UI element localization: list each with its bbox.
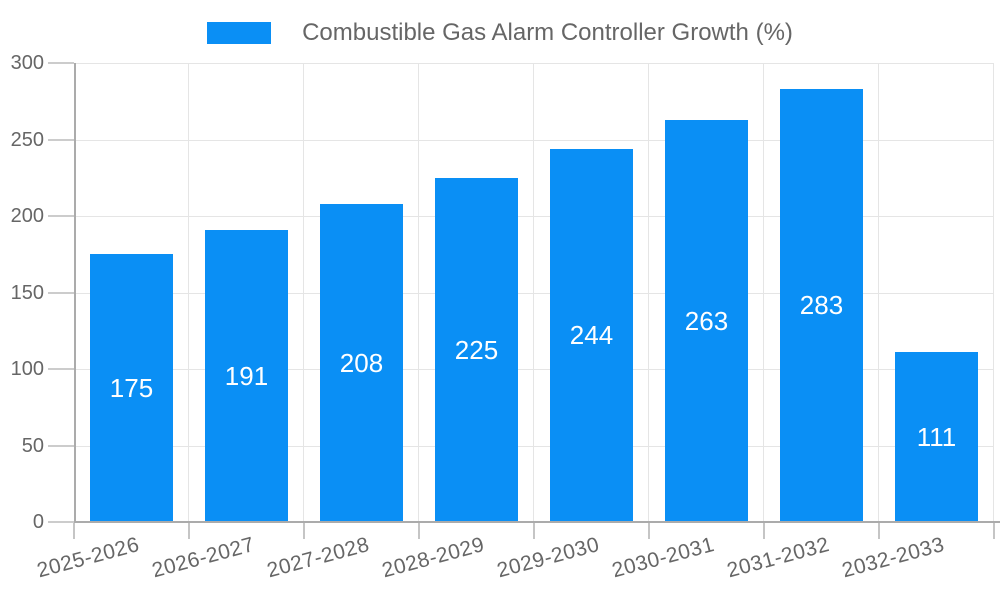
y-tick-label: 200 <box>10 205 44 227</box>
bar: 208 <box>320 204 403 522</box>
bar-value-label: 111 <box>916 421 957 452</box>
y-tick-label: 300 <box>10 52 44 74</box>
y-gridline <box>74 139 994 141</box>
x-tick-mark <box>303 523 305 539</box>
x-category-label: 2025-2026 <box>34 533 142 583</box>
bar-value-label: 191 <box>224 360 269 391</box>
y-gridline <box>74 292 994 294</box>
x-gridline <box>763 63 764 522</box>
y-tick-label: 50 <box>21 434 44 457</box>
y-tick-mark <box>48 215 74 217</box>
y-tick-mark <box>48 291 74 294</box>
bar-value-label: 283 <box>799 290 844 320</box>
x-gridline <box>533 63 534 522</box>
x-gridline <box>648 63 649 522</box>
x-category-label: 2028-2029 <box>379 533 487 583</box>
x-category-label: 2032-2033 <box>839 533 947 583</box>
y-gridline <box>74 216 994 217</box>
x-tick-mark <box>533 523 535 539</box>
bar: 244 <box>550 149 633 522</box>
x-tick-mark <box>188 523 190 539</box>
x-tick-mark <box>648 523 650 539</box>
legend-label: Combustible Gas Alarm Controller Growth … <box>302 19 793 46</box>
y-tick-mark <box>48 444 74 447</box>
bar-value-label: 175 <box>109 372 154 403</box>
x-category-label: 2027-2028 <box>264 533 372 583</box>
y-tick-label: 250 <box>10 128 44 151</box>
plot-area: 175 191 208 225 244 263 283 111 <box>74 63 994 523</box>
x-tick-mark <box>878 523 880 539</box>
x-tick-mark <box>418 523 420 539</box>
x-category-label: 2026-2027 <box>149 533 257 583</box>
bar: 175 <box>90 254 173 522</box>
x-category-label: 2031-2032 <box>724 533 832 583</box>
bar-value-label: 244 <box>569 320 614 350</box>
x-tick-mark <box>73 523 75 539</box>
x-gridline <box>993 63 994 522</box>
x-gridline <box>878 63 879 522</box>
y-tick-mark <box>48 138 74 141</box>
x-gridline <box>303 63 304 522</box>
bar: 225 <box>435 178 518 522</box>
x-gridline <box>188 63 189 522</box>
x-category-label: 2029-2030 <box>494 533 602 583</box>
bar: 111 <box>895 352 978 522</box>
bar: 191 <box>205 230 288 522</box>
bar-value-label: 263 <box>684 305 729 336</box>
y-tick-label: 150 <box>10 281 44 304</box>
x-tick-mark <box>763 523 765 539</box>
y-tick-label: 100 <box>10 358 44 380</box>
x-gridline <box>418 63 419 522</box>
y-gridline <box>74 63 994 64</box>
y-tick-mark <box>48 368 74 370</box>
legend[interactable]: Combustible Gas Alarm Controller Growth … <box>0 19 1000 47</box>
y-gridline <box>74 445 994 447</box>
y-tick-label: 0 <box>32 511 44 533</box>
y-axis-line <box>74 63 76 522</box>
x-axis-line <box>60 521 1000 523</box>
y-tick-mark <box>48 62 74 64</box>
x-category-label: 2030-2031 <box>609 533 717 583</box>
bar: 283 <box>780 89 863 522</box>
bar: 263 <box>665 120 748 522</box>
bar-value-label: 225 <box>454 334 499 365</box>
x-tick-mark <box>993 523 995 539</box>
y-gridline <box>74 369 994 370</box>
bar-value-label: 208 <box>339 347 384 378</box>
y-tick-mark <box>48 521 74 523</box>
legend-swatch <box>207 22 272 44</box>
